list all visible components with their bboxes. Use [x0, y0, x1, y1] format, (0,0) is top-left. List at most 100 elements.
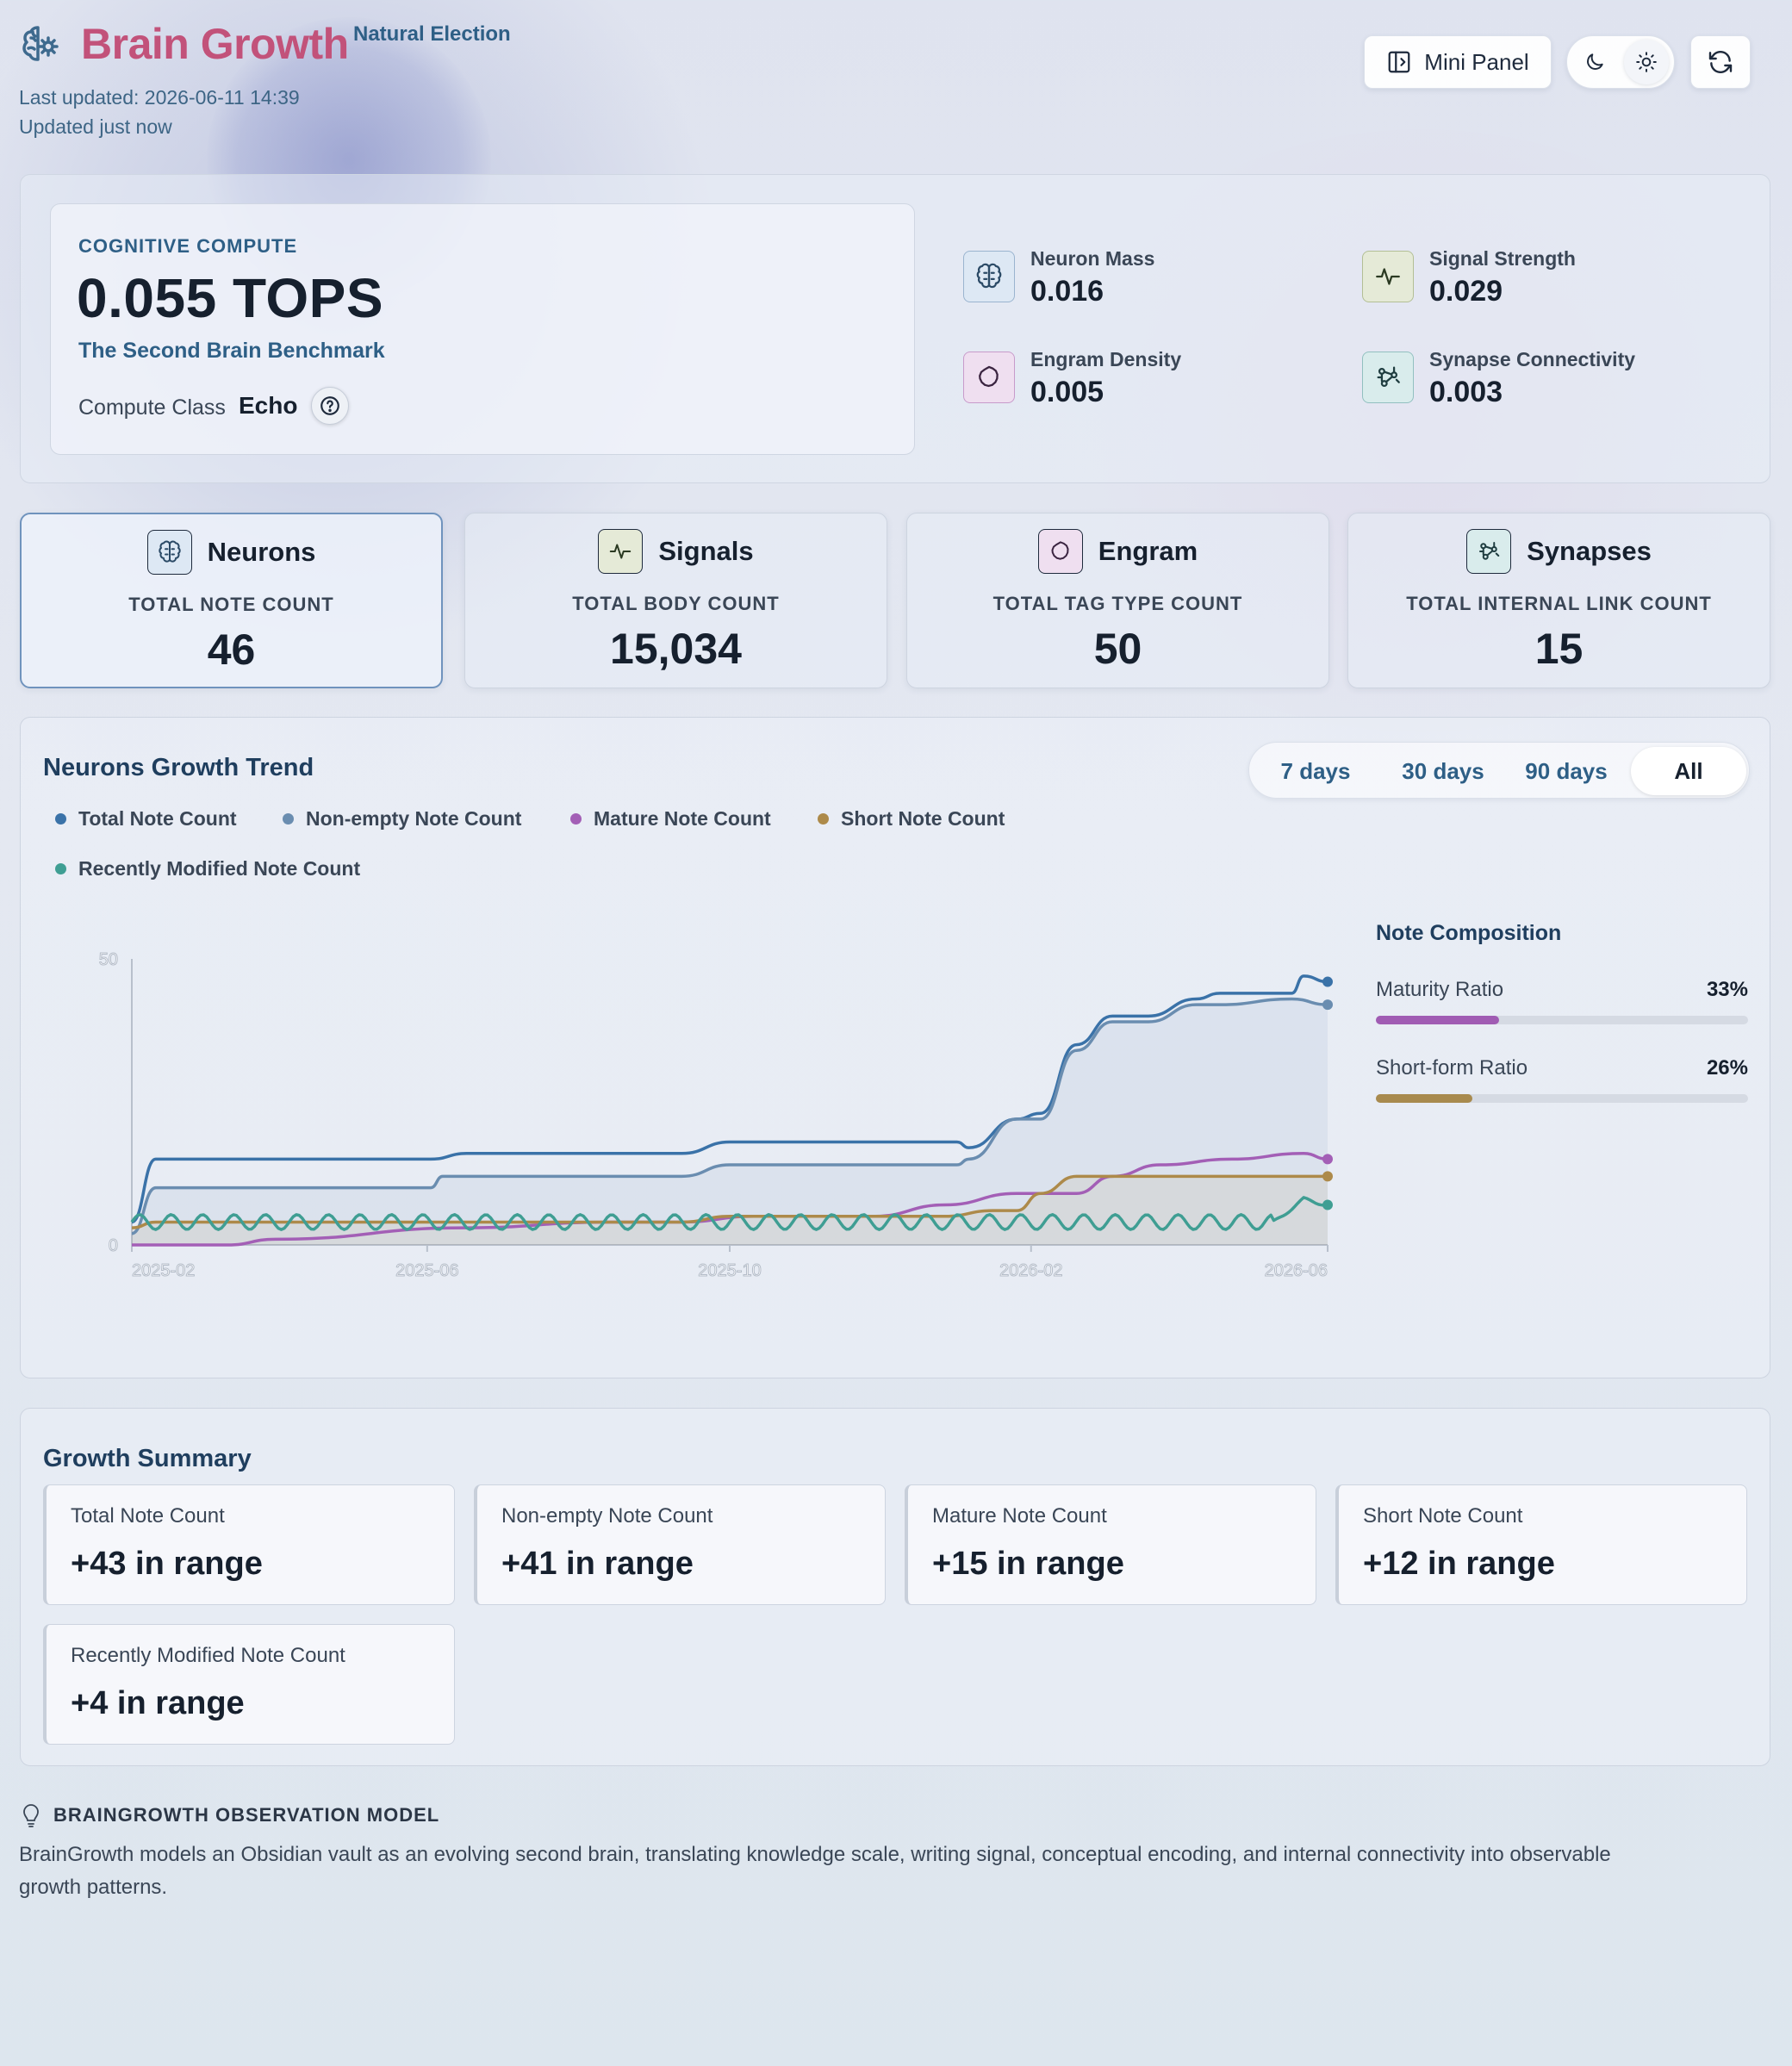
ratio-track [1376, 1016, 1748, 1024]
metric-value: 0.005 [1030, 376, 1104, 408]
summary-card: Total Note Count +43 in range [43, 1484, 455, 1605]
y-tick-label: 50 [99, 950, 118, 969]
stat-head: Synapses [1348, 529, 1770, 574]
ratio-fill [1376, 1094, 1473, 1103]
y-tick-label: 0 [109, 1236, 118, 1255]
x-tick-label: 2026-02 [999, 1261, 1062, 1280]
sun-icon [1636, 52, 1657, 72]
legend-item[interactable]: Recently Modified Note Count [55, 857, 360, 881]
metric-label: Engram Density [1030, 348, 1182, 370]
summary-label: Total Note Count [71, 1504, 225, 1528]
stat-label: TOTAL INTERNAL LINK COUNT [1406, 593, 1712, 614]
series-end-point [1322, 976, 1333, 987]
stat-label: TOTAL TAG TYPE COUNT [992, 593, 1243, 614]
help-button[interactable] [311, 387, 349, 425]
sidebar-panel-icon [1388, 51, 1410, 73]
summary-card: Short Note Count +12 in range [1335, 1484, 1747, 1605]
dark-mode-option[interactable] [1572, 40, 1617, 84]
series-end-point [1322, 1199, 1333, 1210]
moon-icon [1587, 53, 1603, 70]
stat-title: Neurons [207, 537, 316, 567]
legend-label: Short Note Count [841, 807, 1005, 830]
ratio-percent: 26% [1706, 1056, 1748, 1080]
growth-trend-panel: Neurons Growth Trend 7 days 30 days 90 d… [20, 717, 1770, 1378]
mini-panel-button[interactable]: Mini Panel [1364, 35, 1552, 89]
stat-value: 50 [1093, 625, 1142, 673]
stat-title: Synapses [1527, 536, 1652, 566]
cognitive-compute-card: COGNITIVE COMPUTE 0.055 TOPS The Second … [50, 203, 915, 455]
stat-title: Signals [658, 536, 754, 566]
summary-value: +43 in range [71, 1546, 263, 1582]
compute-label: COGNITIVE COMPUTE [78, 235, 298, 257]
brain-icon [963, 251, 1015, 302]
metric-neuron-mass: Neuron Mass 0.016 [963, 240, 1360, 309]
legend-item[interactable]: Mature Note Count [570, 807, 771, 831]
legend-dot [55, 813, 66, 825]
summary-value: +41 in range [501, 1546, 694, 1582]
stat-head: Signals [465, 529, 887, 574]
light-mode-option[interactable] [1624, 40, 1669, 84]
summary-value: +15 in range [932, 1546, 1124, 1582]
tab-7-days[interactable]: 7 days [1280, 758, 1351, 784]
composition-title: Note Composition [1376, 921, 1562, 945]
tab-all[interactable]: All [1631, 747, 1746, 795]
cognitive-compute-panel: COGNITIVE COMPUTE 0.055 TOPS The Second … [20, 174, 1770, 483]
app-subtitle: Natural Election [353, 22, 511, 46]
pulse-icon [1362, 251, 1414, 302]
stat-card-signals[interactable]: Signals TOTAL BODY COUNT 15,034 [464, 513, 887, 688]
stat-card-synapses[interactable]: Synapses TOTAL INTERNAL LINK COUNT 15 [1347, 513, 1770, 688]
last-updated: Last updated: 2026-06-11 14:39 [19, 86, 300, 109]
refresh-icon [1708, 50, 1733, 74]
growth-summary-panel: Growth Summary Total Note Count +43 in r… [20, 1408, 1770, 1766]
series-end-point [1322, 1154, 1333, 1165]
stat-value: 46 [207, 625, 256, 674]
ratio-fill [1376, 1016, 1499, 1024]
metric-value: 0.016 [1030, 275, 1104, 308]
metric-label: Synapse Connectivity [1429, 348, 1636, 370]
legend-item[interactable]: Short Note Count [818, 807, 1005, 831]
summary-label: Non-empty Note Count [501, 1504, 713, 1528]
metric-signal-strength: Signal Strength 0.029 [1362, 240, 1758, 309]
refresh-button[interactable] [1690, 35, 1751, 89]
legend-label: Total Note Count [78, 807, 237, 830]
x-tick-label: 2025-06 [395, 1261, 458, 1280]
tab-30-days[interactable]: 30 days [1402, 758, 1484, 784]
series-line [131, 997, 1328, 1235]
legend-item[interactable]: Total Note Count [55, 807, 237, 831]
ratio-label: Short-form Ratio [1376, 1056, 1528, 1080]
ratio-percent: 33% [1706, 978, 1748, 1001]
stat-card-engram[interactable]: Engram TOTAL TAG TYPE COUNT 50 [906, 513, 1329, 688]
circle-icon [1037, 529, 1083, 574]
legend-dot [570, 813, 582, 825]
stat-label: TOTAL NOTE COUNT [128, 594, 334, 615]
stat-value: 15 [1534, 625, 1584, 673]
tab-90-days[interactable]: 90 days [1525, 758, 1608, 784]
stat-label: TOTAL BODY COUNT [572, 593, 780, 614]
network-icon [1362, 352, 1414, 403]
series-end-point [1322, 999, 1333, 1011]
summary-value: +4 in range [71, 1685, 245, 1721]
ratio-label: Maturity Ratio [1376, 978, 1504, 1001]
summary-title: Growth Summary [43, 1445, 252, 1472]
metric-engram-density: Engram Density 0.005 [963, 341, 1360, 410]
observation-title: BRAINGROWTH OBSERVATION MODEL [53, 1804, 440, 1826]
benchmark-name: The Second Brain Benchmark [78, 339, 385, 363]
series-line [130, 1196, 1328, 1231]
metric-label: Neuron Mass [1030, 247, 1155, 270]
legend-dot [55, 863, 66, 874]
legend-item[interactable]: Non-empty Note Count [283, 807, 521, 831]
stat-head: Neurons [22, 530, 441, 575]
legend-label: Non-empty Note Count [306, 807, 522, 830]
theme-toggle[interactable] [1566, 35, 1675, 89]
metric-label: Signal Strength [1429, 247, 1576, 270]
legend-dot [818, 813, 829, 825]
observation-text: BrainGrowth models an Obsidian vault as … [19, 1843, 1611, 1899]
stat-card-neurons[interactable]: Neurons TOTAL NOTE COUNT 46 [20, 513, 443, 688]
series-area [132, 999, 1328, 1245]
mini-panel-label: Mini Panel [1424, 48, 1529, 75]
summary-card: Non-empty Note Count +41 in range [474, 1484, 886, 1605]
legend-label: Mature Note Count [594, 807, 771, 830]
brain-icon [146, 530, 192, 575]
circle-icon [963, 352, 1015, 403]
